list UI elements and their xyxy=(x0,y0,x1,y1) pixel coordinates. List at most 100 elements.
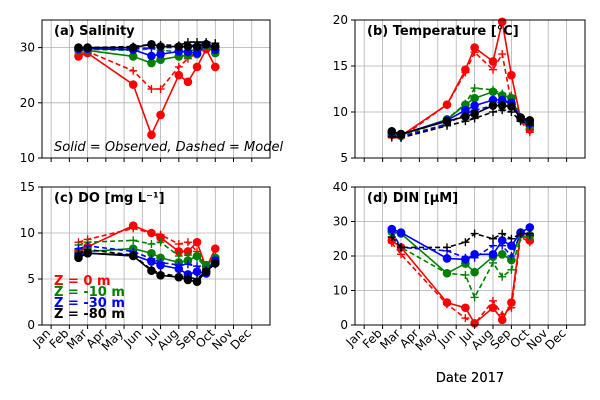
model-point xyxy=(461,117,470,126)
model-point xyxy=(156,269,165,278)
model-point xyxy=(183,260,192,269)
panel-din: 010203040JanFebMarAprMayJunJulAugSepOctN… xyxy=(333,180,586,386)
observed-point xyxy=(156,253,165,263)
observed-point xyxy=(387,127,397,136)
model-point xyxy=(193,262,202,271)
y-tick-label: 15 xyxy=(333,59,348,73)
observed-point xyxy=(497,249,507,259)
observed-point xyxy=(192,267,202,276)
observed-point xyxy=(156,49,165,59)
model-point xyxy=(507,234,516,243)
model-point xyxy=(83,43,92,52)
panel-title: (a) Salinity xyxy=(54,24,135,39)
model-point xyxy=(211,39,220,48)
y-tick-label: 20 xyxy=(20,96,35,110)
model-point xyxy=(498,50,507,59)
legend-entry: Z = -30 m xyxy=(54,296,125,311)
model-point xyxy=(129,236,138,245)
panel-salinity: 10 20 30 (a) Salinity Solid = Observed, Dash… xyxy=(20,19,283,165)
series-observed-line xyxy=(78,44,216,64)
observed-point xyxy=(192,237,202,247)
model-point xyxy=(489,65,497,74)
model-point xyxy=(470,253,479,262)
model-point xyxy=(183,273,192,282)
annotation-text: Solid = Observed, Dashed = Model xyxy=(54,140,283,155)
series-observed-line xyxy=(78,43,216,57)
observed-point xyxy=(470,101,479,110)
observed-point xyxy=(192,48,202,58)
model-point xyxy=(489,258,497,267)
series-observed-line xyxy=(391,232,531,325)
observed-point xyxy=(128,80,138,89)
model-point xyxy=(174,272,183,281)
series-model-line xyxy=(78,248,216,280)
observed-point xyxy=(147,130,156,140)
model-point xyxy=(74,249,83,258)
legend-entry: Z = -10 m xyxy=(54,285,125,300)
observed-point xyxy=(147,248,156,258)
observed-point xyxy=(525,223,535,232)
observed-point xyxy=(156,110,165,120)
model-point xyxy=(174,41,183,50)
series-model-line xyxy=(391,235,531,326)
model-point xyxy=(507,91,516,100)
observed-point xyxy=(488,101,498,110)
model-point xyxy=(461,68,470,77)
observed-point xyxy=(497,236,507,245)
x-axis-label: Date 2017 xyxy=(436,371,504,386)
series-observed-line xyxy=(391,104,531,135)
model-point xyxy=(507,108,516,116)
model-point xyxy=(183,251,192,260)
model-point xyxy=(193,275,202,283)
model-point xyxy=(461,238,470,247)
model-point xyxy=(156,238,165,247)
observed-point xyxy=(488,249,498,259)
series-model-line xyxy=(391,109,531,139)
model-point xyxy=(525,120,534,129)
y-tick-label: 20 xyxy=(333,13,348,27)
observed-point xyxy=(507,102,516,111)
observed-point xyxy=(174,247,184,256)
model-point xyxy=(470,114,479,123)
series-observed-line xyxy=(78,47,217,137)
model-point xyxy=(489,241,497,250)
x-tick-label: Dec xyxy=(228,326,254,352)
observed-point xyxy=(210,244,220,253)
series-observed-line xyxy=(78,43,216,49)
model-point xyxy=(147,40,156,49)
observed-point xyxy=(183,77,193,87)
model-point xyxy=(156,40,165,49)
model-point xyxy=(193,38,202,47)
observed-point xyxy=(497,101,507,110)
model-point xyxy=(174,240,183,249)
observed-point xyxy=(192,62,202,72)
model-point xyxy=(83,245,92,254)
legend-entry: Z = 0 m xyxy=(54,274,111,289)
model-point xyxy=(489,108,497,116)
series-model-line xyxy=(391,232,530,249)
model-point xyxy=(470,84,479,93)
panel-temperature: 5 10 15 20 (b) Temperature [°C] Date 2017 xyxy=(333,13,586,386)
model-point xyxy=(202,38,211,47)
model-point xyxy=(498,229,507,238)
model-point xyxy=(489,234,497,243)
model-point xyxy=(202,266,211,275)
model-point xyxy=(156,85,165,93)
model-point xyxy=(129,42,138,51)
panel-do: 051015JanFebMarAprMayJunJulAugSepOctNovD… xyxy=(20,180,271,354)
model-point xyxy=(156,230,165,239)
model-point xyxy=(461,314,470,323)
observed-point xyxy=(210,62,220,72)
model-point xyxy=(443,100,451,109)
series-model-line xyxy=(78,245,216,271)
observed-point xyxy=(442,116,452,126)
series-model-line xyxy=(78,41,216,49)
observed-point xyxy=(461,112,470,121)
observed-point xyxy=(497,315,507,325)
panel-title: (b) Temperature [°C] xyxy=(367,24,519,39)
y-tick-label: 5 xyxy=(340,151,348,165)
y-tick-label: 10 xyxy=(20,226,35,240)
model-point xyxy=(498,310,507,319)
series-observed-line xyxy=(78,224,217,271)
model-point xyxy=(387,233,396,242)
